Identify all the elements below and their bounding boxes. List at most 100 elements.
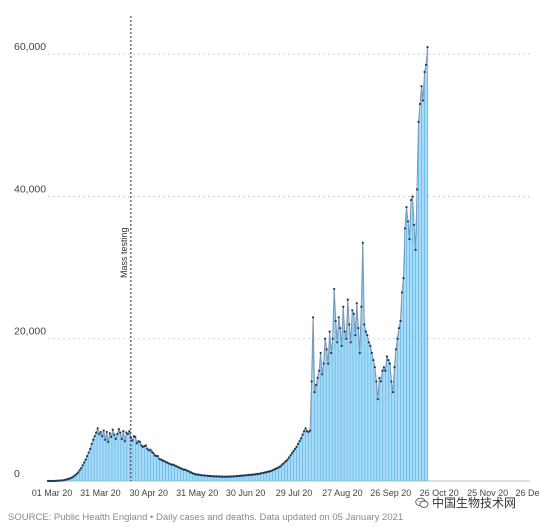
- data-point: [83, 461, 86, 464]
- data-point: [304, 427, 307, 430]
- data-point: [290, 452, 294, 455]
- bar: [274, 468, 276, 481]
- data-point: [412, 223, 416, 227]
- bar: [417, 121, 420, 481]
- data-point: [287, 456, 291, 459]
- bar: [267, 471, 269, 481]
- bar: [214, 476, 216, 481]
- bar: [139, 441, 141, 481]
- data-point: [366, 334, 369, 337]
- bar: [324, 338, 326, 481]
- bar: [279, 466, 281, 481]
- data-point: [367, 341, 370, 344]
- bar: [387, 360, 389, 481]
- bar: [134, 436, 136, 481]
- data-point: [299, 437, 303, 440]
- data-point: [346, 298, 349, 301]
- data-point: [393, 366, 396, 369]
- bar: [151, 451, 153, 481]
- bar: [204, 475, 206, 481]
- bar: [344, 331, 346, 481]
- bar: [336, 342, 338, 481]
- bar: [273, 469, 275, 481]
- bar: [226, 476, 228, 481]
- bar: [100, 431, 102, 481]
- bar: [166, 462, 168, 481]
- data-point: [318, 369, 321, 372]
- bar: [326, 349, 328, 481]
- bar: [207, 475, 209, 481]
- bar: [211, 476, 213, 481]
- bar: [232, 476, 234, 481]
- mass-testing-label: Mass testing: [119, 227, 129, 278]
- bar: [181, 468, 183, 481]
- y-tick-label: 20,000: [14, 326, 46, 338]
- bar: [115, 439, 117, 481]
- bar: [167, 463, 170, 481]
- bar: [148, 450, 150, 481]
- bar: [348, 324, 350, 481]
- data-point: [355, 302, 358, 305]
- data-point: [292, 450, 295, 453]
- bar: [357, 328, 359, 481]
- data-point: [150, 450, 154, 453]
- bar: [125, 432, 127, 481]
- data-point: [128, 430, 131, 433]
- bar: [89, 448, 91, 481]
- data-point: [126, 432, 129, 436]
- data-point: [384, 369, 387, 372]
- bar: [347, 299, 349, 481]
- bar: [315, 384, 317, 481]
- data-point: [117, 427, 120, 431]
- bar: [247, 475, 249, 481]
- bar: [389, 363, 391, 481]
- axis-layer: 0 20,000 40,000 60,000 01 Mar 20 31 Mar 20 30 …: [14, 41, 540, 498]
- bar: [407, 221, 409, 481]
- bar: [186, 470, 188, 481]
- bar: [228, 476, 230, 481]
- data-point: [396, 337, 399, 340]
- data-point: [182, 468, 185, 471]
- bar: [234, 476, 236, 481]
- bar: [398, 328, 400, 481]
- bar: [339, 328, 341, 481]
- data-point: [360, 305, 363, 308]
- bar: [198, 474, 200, 481]
- data-point: [96, 427, 99, 430]
- data-point: [80, 467, 83, 470]
- bar: [187, 471, 189, 481]
- data-point: [418, 102, 422, 106]
- bar: [299, 441, 301, 481]
- bar: [410, 200, 412, 481]
- bar: [121, 439, 123, 481]
- bar: [419, 104, 421, 482]
- bar: [395, 349, 397, 481]
- bar: [161, 460, 164, 481]
- data-point: [316, 376, 319, 379]
- data-point: [379, 380, 382, 383]
- bar: [173, 465, 176, 481]
- data-point: [135, 442, 138, 445]
- data-point: [122, 430, 125, 433]
- bar: [413, 224, 415, 481]
- bar: [353, 313, 355, 481]
- bar: [270, 471, 272, 481]
- data-point: [295, 445, 298, 448]
- bar: [140, 445, 142, 481]
- data-point: [293, 447, 297, 451]
- bar: [258, 473, 260, 481]
- data-point: [390, 380, 393, 383]
- data-point: [90, 442, 93, 446]
- bar: [402, 278, 405, 481]
- bar: [342, 306, 344, 481]
- data-point: [403, 227, 407, 230]
- bar: [320, 352, 322, 481]
- bar: [356, 303, 358, 481]
- data-point: [81, 464, 84, 467]
- data-point: [340, 344, 343, 347]
- bar: [107, 441, 109, 481]
- bar: [71, 477, 73, 481]
- bar: [311, 381, 313, 481]
- bar: [128, 431, 130, 481]
